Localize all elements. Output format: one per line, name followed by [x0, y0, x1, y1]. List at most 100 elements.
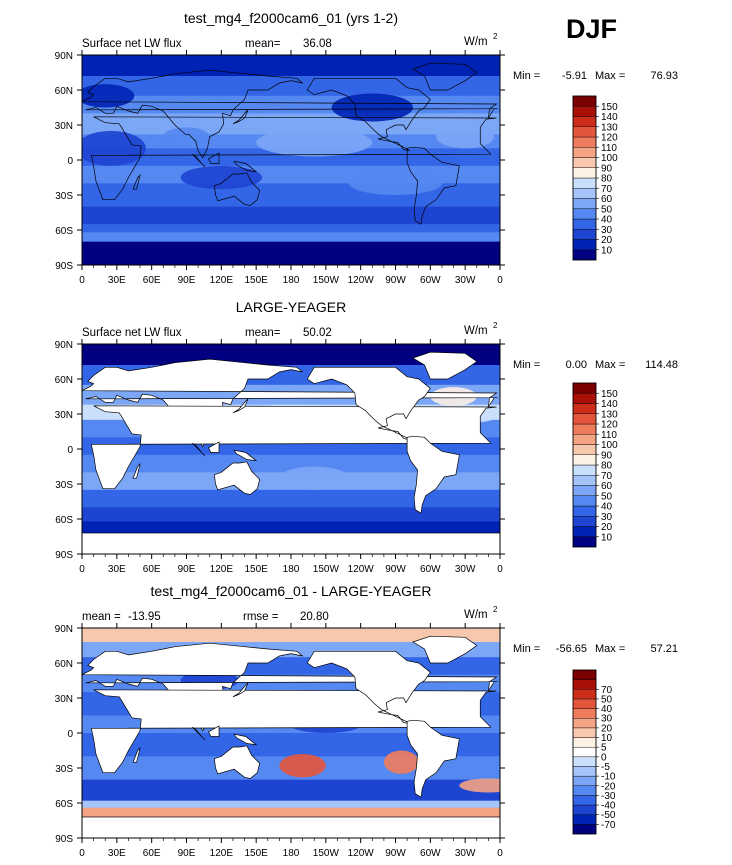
colorbar-box [572, 218, 597, 230]
colorbar-box [572, 177, 597, 189]
field-band [82, 628, 500, 643]
x-tick-label: 120W [348, 564, 375, 575]
colorbar-box [572, 382, 597, 394]
field-blob [331, 93, 413, 122]
colorbar-label: -70 [601, 820, 616, 831]
mean-value: 50.02 [303, 327, 332, 339]
panel-title: LARGE-YEAGER [236, 299, 346, 315]
x-tick-label: 90W [385, 564, 406, 575]
colorbar-box [572, 495, 597, 507]
colorbar-box [572, 814, 597, 825]
max-value: 114.48 [645, 359, 678, 371]
y-tick-label: 60N [55, 86, 73, 97]
coastline [132, 747, 141, 763]
y-tick-label: 90N [55, 340, 73, 351]
y-tick-label: 60S [55, 226, 73, 237]
season-label: DJF [566, 14, 618, 44]
colorbar-label: 30 [601, 714, 613, 725]
panel-2: 0 30E 60E 90E 120E 150E 180 150W 120W 90W 60W 30W 09… [55, 299, 678, 575]
colorbar-label: 120 [601, 420, 618, 431]
colorbar-box [572, 403, 597, 414]
antarctica [82, 816, 500, 838]
variable-name: Surface net LW flux [82, 327, 182, 339]
x-tick-label: 60W [420, 275, 441, 286]
colorbar-label: 80 [601, 461, 613, 472]
colorbar-label: 5 [601, 743, 607, 754]
colorbar-box [572, 229, 597, 240]
colorbar-box [572, 136, 597, 148]
max-value: 57.21 [650, 643, 678, 655]
colorbar-box [572, 239, 597, 250]
variable-name: Surface net LW flux [82, 38, 182, 50]
colorbar-label: 20 [601, 522, 613, 533]
x-tick-label: 0 [497, 275, 503, 286]
field-band [82, 224, 500, 233]
coastline [90, 116, 497, 201]
coastline [406, 435, 460, 514]
colorbar-box [572, 413, 597, 425]
panel-1: 0 30E 60E 90E 120E 150E 180 150W 120W 90W 60W 30W 09… [55, 10, 678, 286]
coastline [213, 172, 261, 206]
colorbar-label: 50 [601, 491, 613, 502]
x-tick-label: 60E [143, 848, 161, 859]
x-tick-label: 0 [79, 275, 85, 286]
x-tick-label: 150E [244, 564, 268, 575]
x-tick-label: 60E [143, 564, 161, 575]
colorbar-label: 30 [601, 225, 613, 236]
colorbar-label: 30 [601, 512, 613, 523]
colorbar-label: 130 [601, 122, 618, 133]
field-band [82, 454, 500, 473]
y-tick-label: 30N [55, 410, 73, 421]
x-tick-label: 120W [348, 848, 375, 859]
coastline [213, 745, 261, 779]
x-tick-label: 90W [385, 848, 406, 859]
mean-label: mean= [245, 38, 281, 50]
colorbar-box [572, 475, 597, 486]
colorbar-label: 60 [601, 194, 613, 205]
field-blob [279, 754, 326, 778]
colorbar-box [572, 737, 597, 748]
x-tick-label: 0 [79, 564, 85, 575]
coastline [213, 461, 261, 495]
coastline [82, 642, 498, 732]
colorbar-label: -40 [601, 801, 616, 812]
field-blob [459, 778, 500, 793]
colorbar-label: 140 [601, 399, 618, 410]
x-tick-label: 120E [210, 848, 234, 859]
colorbar-box [572, 669, 597, 680]
coastlines [82, 351, 500, 554]
units-exponent: 2 [493, 32, 498, 41]
min-label: Min = [513, 643, 540, 655]
x-tick-label: 30E [108, 275, 126, 286]
coastline [192, 153, 206, 168]
colorbar-label: 100 [601, 440, 618, 451]
field-band [82, 206, 500, 225]
x-tick-label: 180 [283, 564, 300, 575]
colorbar-label: 10 [601, 245, 613, 256]
colorbar-box [572, 464, 597, 476]
colorbar-box [572, 785, 597, 796]
coastline [412, 635, 478, 664]
colorbar-box [572, 824, 597, 835]
colorbar-label: 150 [601, 389, 618, 400]
panel-title: test_mg4_f2000cam6_01 - LARGE-YEAGER [151, 583, 432, 599]
field-band [82, 232, 500, 243]
colorbar-box [572, 167, 597, 179]
field-band [82, 76, 500, 97]
colorbar-label: 80 [601, 174, 613, 185]
x-tick-label: 120E [210, 275, 234, 286]
field-band [82, 148, 500, 167]
colorbar-label: 50 [601, 694, 613, 705]
colorbar-box [572, 198, 597, 209]
coastline [90, 689, 497, 774]
colorbar-label: 110 [601, 430, 617, 441]
field-blob [256, 128, 373, 157]
x-tick-label: 90E [178, 275, 196, 286]
y-tick-label: 60S [55, 799, 73, 810]
y-tick-label: 60N [55, 375, 73, 386]
x-tick-label: 90E [178, 564, 196, 575]
rmse-label: rmse = [243, 611, 279, 623]
colorbar-box [572, 766, 597, 777]
